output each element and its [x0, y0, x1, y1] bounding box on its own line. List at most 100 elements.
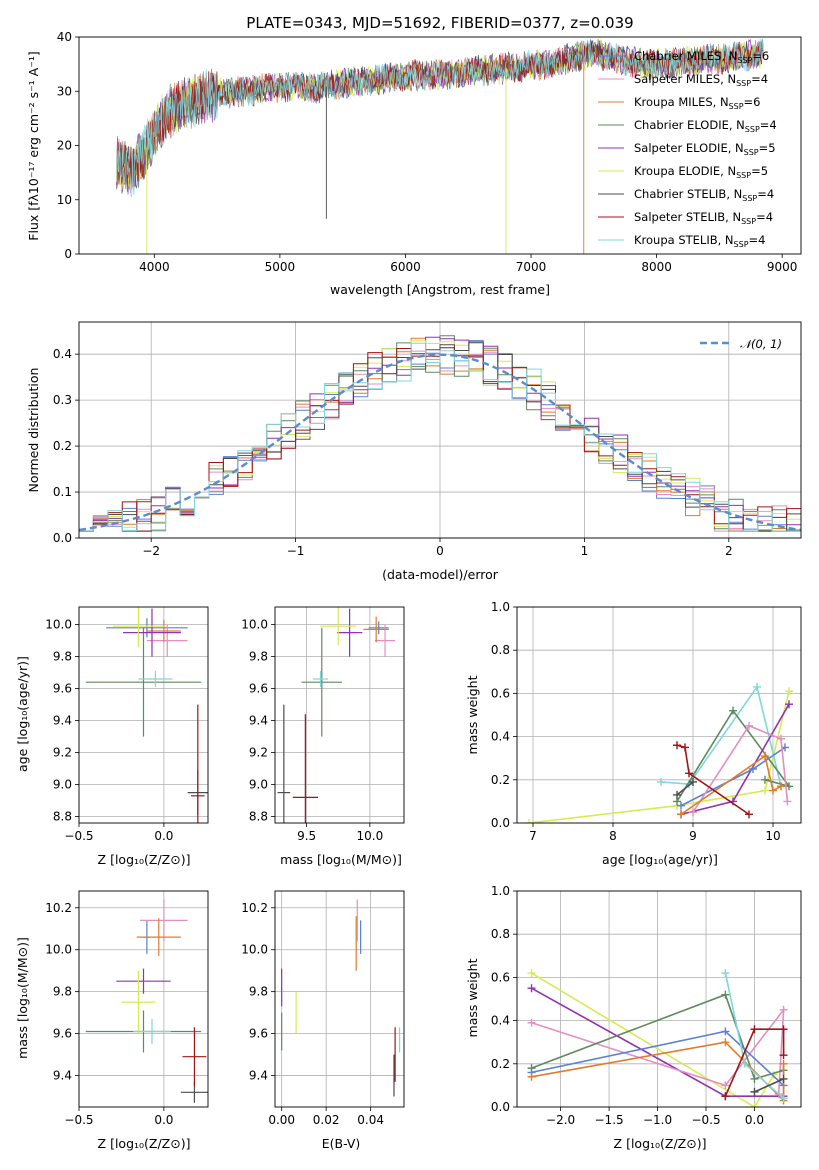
legend-label-kroupa_stelib: Kroupa STELIB, NSSP=4	[634, 233, 765, 249]
weight-marker-salpeter_stelib	[673, 741, 681, 750]
weight-marker-chabrier_elodie	[721, 990, 730, 999]
legend-suffix: =4	[749, 233, 766, 247]
legend-name: Kroupa ELODIE, N	[634, 164, 736, 178]
plot-area	[281, 899, 401, 1097]
y-tick-label: 9.4	[53, 1069, 72, 1083]
weight-line-salpeter_miles	[692, 724, 789, 813]
weight-line-salpeter_stelib	[676, 744, 750, 816]
mass-age-panel: mass [log₁₀(M/M⊙)] 9.5 10.0 8.8 9.0 9.2 9.4 9.…	[241, 606, 405, 867]
x-tick-label: −1	[287, 544, 305, 558]
weight-marker-salpeter_miles	[527, 1018, 536, 1027]
legend-name: Salpeter ELODIE, N	[634, 141, 744, 155]
weight-marker-salpeter_stelib	[745, 810, 753, 819]
x-tick-label: 9	[689, 829, 697, 843]
y-tick-label: 9.2	[249, 746, 268, 760]
x-tick-label: −0.5	[691, 1113, 720, 1127]
age-weight-ylabel: mass weight	[465, 675, 480, 754]
x-tick-label: −2	[142, 544, 160, 558]
weight-marker-chabrier_miles	[749, 765, 757, 773]
weight-marker-salpeter_stelib	[681, 743, 689, 752]
legend-sub: SSP	[744, 148, 759, 157]
residuals-panel: (data-model)/error Normed distribution −…	[26, 321, 802, 582]
y-tick-label: 9.8	[53, 650, 72, 664]
x-tick-label: 2	[725, 544, 733, 558]
z-age-panel: Z [log₁₀(Z/Z⊙)] age [log₁₀(age/yr)] −0.5…	[15, 606, 209, 867]
weight-line-chabrier_elodie	[531, 993, 784, 1080]
y-tick-label: 0.0	[53, 531, 72, 545]
weight-marker-salpeter_miles	[745, 721, 753, 730]
x-tick-label: 1	[581, 544, 589, 558]
y-tick-label: 0.6	[491, 686, 510, 700]
y-tick-label: 0.8	[491, 927, 510, 941]
weight-marker-salpeter_miles	[689, 808, 697, 817]
legend-suffix: =6	[744, 95, 761, 109]
weight-line-chabrier_stelib	[754, 1078, 784, 1093]
x-tick-label: 0.02	[313, 1113, 340, 1127]
age-weight-panel: age [log₁₀(age/yr)] mass weight 7 8 9 10 0.0…	[465, 600, 802, 867]
axes-frame	[78, 321, 802, 539]
weight-line-salpeter_miles	[531, 1007, 785, 1095]
z-age-xlabel: Z [log₁₀(Z/Z⊙)]	[98, 852, 191, 867]
x-tick-label: −2.0	[546, 1113, 575, 1127]
weight-marker-kroupa_miles	[677, 810, 685, 819]
y-tick-label: 10.2	[45, 901, 72, 915]
y-tick-label: 9.2	[53, 746, 72, 760]
y-tick-label: 9.8	[249, 985, 268, 999]
spectrum-ylabel: Flux [fλ10⁻¹⁷ erg cm⁻² s⁻¹ A⁻¹]	[26, 51, 41, 240]
y-tick-label: 9.6	[249, 1027, 268, 1041]
x-tick-label: 10.0	[356, 829, 383, 843]
legend-suffix: =6	[752, 49, 769, 63]
x-tick-label: −1.0	[643, 1113, 672, 1127]
weight-marker-chabrier_elodie	[750, 1074, 759, 1083]
legend-label-salpeter_miles: Salpeter MILES, NSSP=4	[634, 72, 768, 88]
spectrum-panel: PLATE=0343, MJD=51692, FIBERID=0377, z=0…	[26, 14, 802, 297]
plot-area	[85, 899, 208, 1103]
y-tick-label: 9.4	[249, 714, 268, 728]
legend-sub: SSP	[736, 79, 751, 88]
x-tick-label: 0.04	[357, 1113, 384, 1127]
plot-area	[525, 682, 793, 823]
y-tick-label: 0.4	[491, 1014, 510, 1028]
weight-marker-salpeter_miles	[783, 797, 792, 806]
spectrum-title: PLATE=0343, MJD=51692, FIBERID=0377, z=0…	[246, 14, 633, 32]
weight-marker-kroupa_elodie	[750, 1103, 759, 1107]
x-tick-label: 7	[529, 829, 537, 843]
plot-area	[116, 38, 764, 254]
y-tick-label: 9.0	[249, 778, 268, 792]
y-tick-label: 0.4	[53, 347, 72, 361]
x-tick-label: 0.0	[745, 1113, 764, 1127]
x-tick-label: 0.0	[154, 1113, 173, 1127]
legend-sub: SSP	[745, 125, 760, 134]
x-tick-label: 8	[609, 829, 617, 843]
legend-suffix: =5	[751, 164, 768, 178]
x-tick-label: 9000	[767, 260, 798, 274]
axes-frame	[516, 890, 802, 1108]
weight-marker-kroupa_elodie	[527, 969, 536, 978]
z-weight-ylabel: mass weight	[465, 958, 480, 1037]
legend-label-chabrier_elodie: Chabrier ELODIE, NSSP=4	[634, 118, 777, 134]
y-tick-label: 9.4	[249, 1069, 268, 1083]
z-age-ylabel: age [log₁₀(age/yr)]	[15, 656, 30, 772]
residuals-xlabel: (data-model)/error	[382, 567, 499, 582]
weight-marker-kroupa_elodie	[785, 687, 793, 696]
weight-marker-kroupa_elodie	[761, 786, 769, 795]
y-tick-label: 0.1	[53, 485, 72, 499]
legend-label-salpeter_stelib: Salpeter STELIB, NSSP=4	[634, 210, 773, 226]
legend-label-normal: 𝒩(0, 1)	[740, 337, 782, 351]
legend-sub: SSP	[737, 56, 752, 65]
weight-marker-kroupa_stelib	[721, 969, 730, 978]
x-tick-label: 0	[436, 544, 444, 558]
legend-label-chabrier_stelib: Chabrier STELIB, NSSP=4	[634, 187, 774, 203]
y-tick-label: 0.2	[53, 439, 72, 453]
weight-line-chabrier_elodie	[676, 709, 792, 802]
weight-marker-kroupa_miles	[761, 752, 769, 761]
y-tick-label: 9.8	[53, 985, 72, 999]
weight-marker-salpeter_elodie	[785, 700, 793, 709]
legend-name: Chabrier MILES, N	[634, 49, 737, 63]
y-tick-label: 10.0	[45, 943, 72, 957]
weight-marker-chabrier_stelib	[673, 790, 681, 799]
weight-line-chabrier_stelib	[676, 781, 694, 796]
y-tick-label: 9.4	[53, 714, 72, 728]
z-weight-xlabel: Z [log₁₀(Z/Z⊙)]	[614, 1136, 707, 1151]
